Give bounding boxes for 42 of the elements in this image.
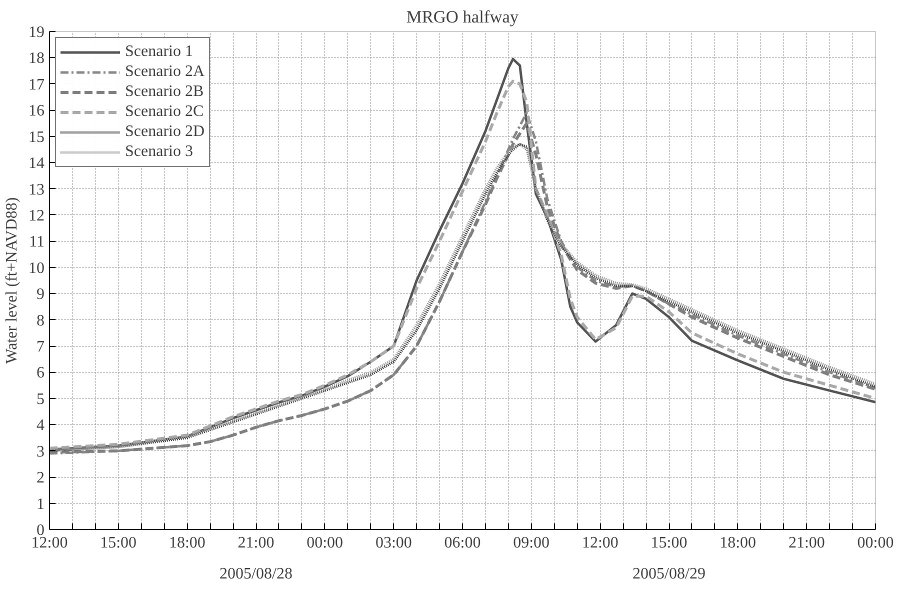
- y-tick-label: 9: [36, 286, 44, 304]
- legend-label: Scenario 2C: [125, 103, 204, 121]
- text: 2005/08/28: [220, 566, 292, 582]
- text: 2005/08/29: [632, 566, 706, 582]
- y-tick-label: 3: [36, 443, 44, 460]
- y-tick-label: 1: [36, 496, 44, 513]
- chart-title: MRGO halfway: [406, 8, 519, 26]
- y-tick-label: 8: [36, 312, 44, 330]
- legend-label: Scenario 2A: [125, 63, 205, 81]
- y-tick-label: 2: [36, 470, 44, 487]
- y-tick-label: 16: [28, 102, 44, 120]
- x-tick-label: 18:00: [168, 534, 206, 552]
- y-tick-label: 12: [28, 207, 44, 224]
- y-tick-label: 17: [28, 76, 44, 94]
- y-tick-label: 19: [28, 24, 44, 41]
- y-tick-label: 14: [28, 155, 44, 172]
- legend-label: Scenario 3: [125, 143, 193, 161]
- x-tick-label: 12:00: [31, 534, 68, 552]
- y-tick-label: 11: [29, 234, 44, 251]
- y-tick-label: 7: [36, 338, 44, 356]
- y-tick-label: 4: [36, 417, 44, 434]
- y-tick-label: 13: [28, 181, 44, 198]
- x-tick-label: 09:00: [513, 534, 550, 552]
- x-tick-label: 15:00: [650, 534, 688, 552]
- legend-label: Scenario 1: [125, 43, 193, 61]
- x-tick-label: 15:00: [100, 534, 137, 552]
- legend-label: Scenario 2B: [125, 83, 204, 101]
- x-tick-label: 12:00: [582, 534, 618, 552]
- x-tick-label: 21:00: [788, 534, 825, 552]
- y-tick-label: 5: [36, 390, 44, 408]
- x-tick-label: 00:00: [306, 534, 344, 552]
- x-tick-label: 06:00: [444, 534, 481, 552]
- y-tick-label: 18: [28, 50, 44, 68]
- x-tick-label: 18:00: [720, 534, 756, 552]
- x-tick-label: 21:00: [238, 534, 274, 552]
- legend-label: Scenario 2D: [125, 123, 205, 141]
- y-tick-label: 15: [28, 128, 44, 146]
- x-tick-label: 00:00: [857, 534, 894, 552]
- y-tick-label: 10: [28, 260, 44, 277]
- x-tick-label: 03:00: [375, 534, 412, 552]
- y-axis-title: Water level (ft+NAVD88): [4, 197, 20, 364]
- y-tick-label: 6: [36, 364, 44, 382]
